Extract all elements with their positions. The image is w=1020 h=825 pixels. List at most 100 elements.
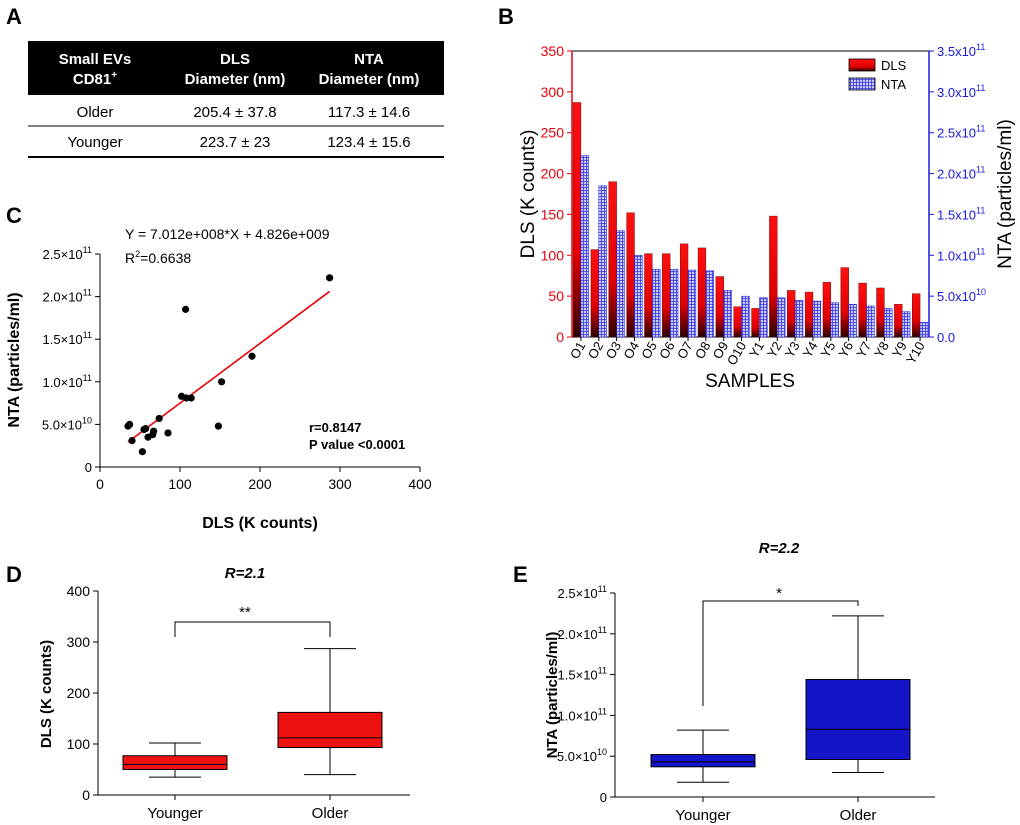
chart-b-right-axis-label: NTA (particles/ml) [995, 119, 1016, 269]
chart-b-x-tick-label: Y8 [871, 339, 892, 360]
chart-c-point [248, 352, 256, 360]
chart-b-bar-dls [733, 306, 742, 338]
chart-b-x-tick-label: O6 [656, 339, 678, 362]
chart-c-point [218, 378, 226, 386]
chart-e-title: R=2.2 [759, 540, 800, 557]
chart-b-x-tick-label: Y1 [746, 339, 767, 360]
chart-b-x-tick-label: O4 [620, 339, 642, 362]
chart-b-right-tick-label: 5.0x1010 [937, 287, 986, 304]
chart-b-bar-nta [848, 304, 857, 338]
chart-b-left-tick-label: 350 [541, 43, 565, 59]
chart-b-bar-dls [876, 287, 885, 338]
chart-b-right-tick-label: 0.0 [937, 330, 955, 345]
chart-b-left-tick-label: 100 [541, 247, 565, 263]
chart-b-x-tick-label: Y6 [835, 339, 856, 360]
chart-b-x-tick-label: Y7 [853, 339, 874, 360]
chart-e-older-box [805, 678, 911, 760]
chart-b-bar-nta [794, 299, 804, 338]
chart-b-bar-dls [662, 253, 671, 338]
chart-d-y-tick-label: 200 [67, 685, 91, 701]
chart-b-x-tick-label: Y2 [764, 339, 785, 360]
chart-d-title: R=2.1 [225, 565, 265, 582]
chart-b-left-tick-label: 150 [541, 206, 565, 222]
table-row-older-label: Older [77, 104, 114, 121]
chart-d: 0 100 200 300 400 Younger Older R=2.1 DLS (K … [38, 565, 410, 822]
chart-c-y-tick-label: 1.0×1011 [43, 373, 92, 390]
table-row-older-nta: 117.3 ± 14.6 [328, 104, 410, 121]
chart-b-bar-nta [777, 297, 786, 338]
chart-c-x-tick-label: 100 [168, 476, 192, 492]
chart-b-bar-dls [572, 102, 582, 338]
chart-c-x-axis-label: DLS (K counts) [202, 515, 318, 532]
chart-b-bar-dls [644, 253, 653, 338]
chart-b-bar-nta [598, 185, 607, 338]
legend-dls-label: DLS [881, 58, 907, 73]
legend-nta-swatch [848, 77, 876, 91]
chart-b-bar-dls [858, 282, 867, 338]
chart-b-right-tick-label: 2.0x1011 [937, 165, 985, 182]
chart-b-bar-dls [894, 304, 903, 338]
chart-c-p-value: P value <0.0001 [309, 437, 405, 452]
chart-b-x-tick-label: O7 [674, 339, 696, 362]
chart-e-significance-bracket [702, 600, 859, 706]
chart-b-bar-nta [616, 230, 625, 338]
chart-b-bar-dls [840, 267, 849, 338]
chart-c-x-tick-label: 300 [328, 476, 352, 492]
chart-b-bar-nta [866, 305, 875, 338]
table-header-col3-line1: NTA [354, 51, 384, 68]
chart-b-x-tick-label: O2 [585, 339, 607, 362]
chart-b-bar-dls [697, 247, 707, 338]
chart-c-r-value: r=0.8147 [309, 420, 361, 435]
chart-e-y-tick-label: 1.5×1011 [558, 666, 607, 683]
chart-d-y-tick-label: 300 [67, 634, 91, 650]
chart-b-bar-dls [787, 290, 796, 338]
chart-b-x-tick-label: O8 [692, 339, 714, 362]
chart-b-x-tick-label: Y4 [800, 339, 821, 360]
chart-b-bar-dls [751, 308, 760, 338]
chart-d-y-tick-label: 100 [67, 736, 91, 752]
chart-b-x-tick-label: Y9 [889, 339, 910, 360]
summary-table: Small EVs CD81+ DLS Diameter (nm) NTA Di… [28, 41, 444, 158]
chart-b-bar-dls [769, 215, 778, 338]
chart-c-point [214, 422, 222, 430]
chart-c-point [144, 433, 152, 441]
chart-c-point [326, 274, 334, 282]
chart-b-left-tick-label: 50 [548, 288, 564, 304]
chart-e-y-axis-label: NTA (particles/ml) [544, 632, 561, 759]
chart-e: 0 5.0×1010 1.0×1011 1.5×1011 2.0×1011 2.5×101… [544, 540, 935, 824]
chart-e-x-tick-label: Older [840, 807, 877, 824]
chart-c-x-tick-label: 200 [248, 476, 272, 492]
chart-b-bar-dls [912, 293, 921, 338]
chart-c-point [155, 414, 163, 423]
chart-b-x-tick-label: Y3 [782, 339, 803, 360]
chart-b-bar-nta [884, 308, 893, 338]
chart-b: 0 50 100 150 200 250 300 350 0.0 5.0x1010 1.0x101… [518, 42, 1016, 392]
chart-b-bar-nta [687, 269, 697, 338]
chart-d-significance: ** [239, 604, 251, 621]
chart-c-point [138, 448, 146, 456]
chart-b-right-tick-label: 1.0x1011 [937, 246, 985, 263]
chart-c-r-squared: R2=0.6638 [125, 249, 191, 266]
chart-b-bar-nta [830, 302, 839, 338]
legend-dls-swatch [848, 58, 876, 72]
chart-b-left-tick-label: 200 [541, 166, 565, 182]
chart-b-bar-nta [705, 270, 714, 338]
chart-c-point [164, 429, 172, 437]
chart-b-x-tick-label: O5 [638, 339, 660, 362]
chart-d-y-tick-label: 400 [67, 583, 91, 599]
table-header-col1-line1: Small EVs [59, 51, 132, 68]
chart-b-left-tick-label: 250 [541, 125, 565, 141]
chart-b-bar-nta [919, 322, 929, 338]
legend-nta-label: NTA [881, 77, 906, 92]
chart-b-bar-nta [634, 255, 643, 338]
chart-b-x-tick-label: O3 [603, 339, 625, 362]
chart-c-point [182, 305, 190, 313]
chart-b-right-tick-label: 1.5x1011 [937, 205, 985, 222]
chart-b-bar-dls [608, 181, 617, 338]
chart-c-y-tick-label: 5.0×1010 [42, 415, 92, 432]
chart-c-equation: Y = 7.012e+008*X + 4.826e+009 [125, 226, 330, 242]
chart-c-x-tick-label: 400 [408, 476, 432, 492]
panel-label-a: A [6, 4, 22, 29]
chart-c-y-tick-label: 1.5×1011 [43, 330, 92, 347]
